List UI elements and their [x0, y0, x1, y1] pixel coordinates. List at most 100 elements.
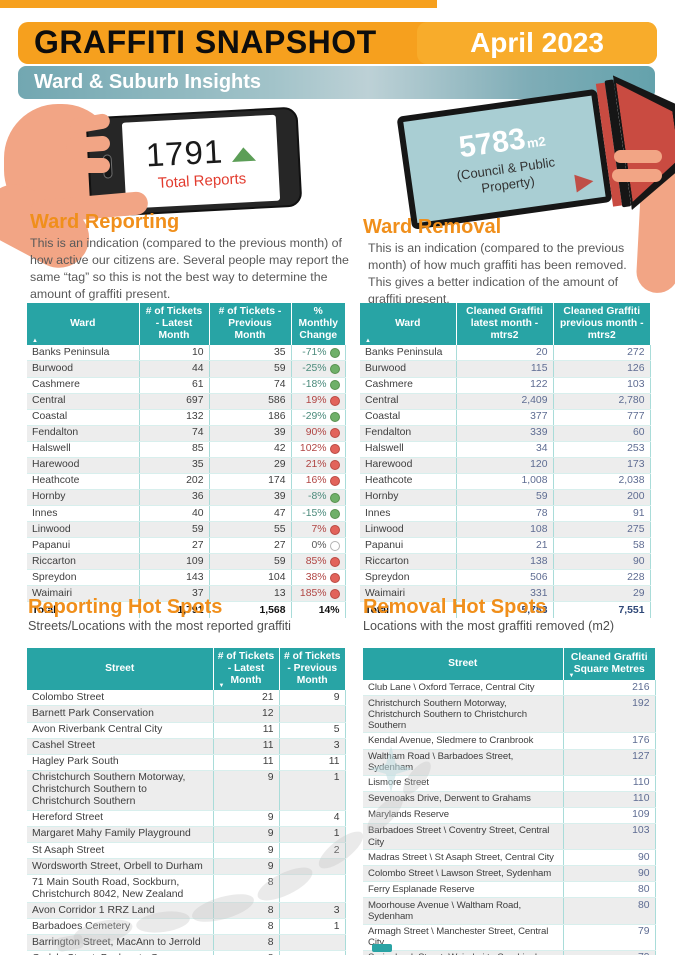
table-row[interactable]: Sevenoaks Drive, Derwent to Grahams 110	[363, 791, 656, 808]
table-row[interactable]: Papanui 21 58	[360, 537, 651, 555]
previous-cell: 74	[209, 377, 292, 394]
table-row[interactable]: Marylands Reserve 109	[363, 807, 656, 824]
table-row[interactable]: Cashel Street 11 3	[27, 738, 346, 755]
table-row[interactable]: Fendalton 339 60	[360, 425, 651, 442]
column-header-previous[interactable]: # of Tickets - Previous Month	[279, 648, 345, 691]
table-row[interactable]: Margaret Mahy Family Playground 9 1	[27, 826, 346, 844]
table-row[interactable]: Central 697 586 19%	[27, 393, 346, 410]
table-row[interactable]: Lismore Street 110	[363, 775, 656, 792]
table-row[interactable]: Burwood 115 126	[360, 360, 651, 378]
previous-cell: 777	[553, 409, 651, 426]
column-header-cleaned-m2[interactable]: Cleaned Graffiti Square Metres ▼	[563, 648, 655, 680]
table-row[interactable]: Heathcote 1,008 2,038	[360, 473, 651, 490]
table-row[interactable]: Linwood 59 55 7%	[27, 521, 346, 539]
table-row[interactable]: Halswell 34 253	[360, 441, 651, 458]
table-row[interactable]: St Asaph Street 9 2	[27, 842, 346, 860]
table-row[interactable]: Colombo Street \ Lawson Street, Sydenham…	[363, 865, 656, 883]
value-cell: 90	[563, 849, 656, 867]
table-row[interactable]: Kendal Avenue, Sledmere to Cranbrook 176	[363, 732, 656, 750]
table-row[interactable]: Coastal 132 186 -29%	[27, 409, 346, 426]
change-indicator: 38%	[297, 572, 340, 584]
table-row[interactable]: Christchurch Southern Motorway, Christch…	[363, 695, 656, 734]
table-row[interactable]: Hornby 59 200	[360, 489, 651, 507]
table-row[interactable]: Club Lane \ Oxford Terrace, Central City…	[363, 680, 656, 697]
table-row[interactable]: Ferry Esplanade Reserve 80	[363, 881, 656, 899]
table-row[interactable]: Waimairi 331 29	[360, 585, 651, 603]
column-header-ward[interactable]: Ward ▲	[27, 303, 140, 346]
change-dot-icon	[329, 476, 340, 487]
table-row[interactable]: Avon Riverbank Central City 11 5	[27, 722, 346, 739]
table-row[interactable]: Riccarton 109 59 85%	[27, 553, 346, 571]
table-row[interactable]: Christchurch Southern Motorway, Christch…	[27, 770, 346, 811]
latest-cell: 11	[213, 754, 280, 771]
table-row[interactable]: Wordsworth Street, Orbell to Durham 9	[27, 858, 346, 876]
sort-descending-icon: ▼	[218, 683, 225, 690]
street-cell: Christchurch Southern Motorway, Christch…	[27, 770, 214, 811]
ward-reporting-description: This is an indication (compared to the p…	[30, 236, 349, 301]
table-row[interactable]: Innes 40 47 -15%	[27, 505, 346, 523]
finger-illustration	[614, 150, 662, 163]
previous-cell: 27	[209, 537, 292, 555]
street-cell: Cashel Street	[27, 738, 214, 755]
table-row[interactable]: Fendalton 74 39 90%	[27, 425, 346, 442]
column-header-street[interactable]: Street	[363, 648, 564, 680]
column-header-ward[interactable]: Ward ▲	[360, 303, 457, 346]
table-row[interactable]: Halswell 85 42 102%	[27, 441, 346, 458]
table-row[interactable]: Heathcote 202 174 16%	[27, 473, 346, 490]
street-cell: Club Lane \ Oxford Terrace, Central City	[363, 680, 564, 697]
table-row[interactable]: Linwood 108 275	[360, 521, 651, 539]
column-header-latest[interactable]: # of Tickets - Latest Month	[139, 303, 210, 346]
table-row[interactable]: Springbank Street, Wairakei to Sandringh…	[363, 950, 656, 955]
table-row[interactable]: Harewood 120 173	[360, 457, 651, 474]
ward-cell: Harewood	[360, 457, 457, 474]
table-row[interactable]: Hereford Street 9 4	[27, 810, 346, 827]
table-row[interactable]: Banks Peninsula 20 272	[360, 345, 651, 362]
table-row[interactable]: Innes 78 91	[360, 505, 651, 523]
table-row[interactable]: Barbadoes Street \ Coventry Street, Cent…	[363, 823, 656, 851]
table-row[interactable]: Banks Peninsula 10 35 -71%	[27, 345, 346, 362]
previous-cell	[279, 934, 346, 952]
table-row[interactable]: Riccarton 138 90	[360, 553, 651, 571]
table-row[interactable]: Waimairi 37 13 185%	[27, 585, 346, 603]
change-value: 90%	[305, 427, 327, 439]
column-header-latest[interactable]: # of Tickets - Latest Month ▼	[213, 648, 280, 691]
latest-cell: 8	[213, 902, 280, 920]
ward-cell: Burwood	[360, 360, 457, 378]
column-header-cleaned-latest[interactable]: Cleaned Graffiti latest month - mtrs2	[456, 303, 554, 346]
table-row[interactable]: 71 Main South Road, Sockburn, Christchur…	[27, 874, 346, 904]
table-row[interactable]: Barbadoes Cemetery 8 1	[27, 918, 346, 936]
change-indicator: 16%	[297, 475, 340, 487]
column-header-cleaned-previous[interactable]: Cleaned Graffiti previous month - mtrs2	[553, 303, 650, 346]
table-row[interactable]: Waltham Road \ Barbadoes Street, Sydenha…	[363, 749, 656, 776]
table-row[interactable]: Harewood 35 29 21%	[27, 457, 346, 474]
ward-cell: Papanui	[27, 537, 140, 555]
table-row[interactable]: Avon Corridor 1 RRZ Land 8 3	[27, 902, 346, 920]
table-row[interactable]: Barrington Street, MacAnn to Jerrold 8	[27, 934, 346, 952]
latest-cell: 78	[456, 505, 554, 523]
ward-cell: Harewood	[27, 457, 140, 474]
table-row[interactable]: Madras Street \ St Asaph Street, Central…	[363, 849, 656, 867]
ward-reporting-table: Ward ▲ # of Tickets - Latest Month # of T…	[27, 303, 346, 619]
column-header-change[interactable]: % Monthly Change	[291, 303, 345, 346]
column-header-street[interactable]: Street	[27, 648, 214, 691]
ward-cell: Heathcote	[27, 473, 140, 490]
table-row[interactable]: Cashmere 122 103	[360, 377, 651, 394]
table-row[interactable]: Spreydon 506 228	[360, 569, 651, 587]
table-row[interactable]: Papanui 27 27 0%	[27, 537, 346, 555]
table-row[interactable]: Armagh Street \ Manchester Street, Centr…	[363, 924, 656, 951]
table-row[interactable]: Moorhouse Avenue \ Waltham Road, Sydenha…	[363, 897, 656, 925]
change-cell: 38%	[291, 569, 346, 587]
table-row[interactable]: Hagley Park South 11 11	[27, 754, 346, 771]
table-row[interactable]: Colombo Street 21 9	[27, 690, 346, 707]
table-row[interactable]: Carlyle Street, Buchan to Gasson8	[27, 950, 346, 955]
table-row[interactable]: Hornby 36 39 -8%	[27, 489, 346, 507]
table-row[interactable]: Spreydon 143 104 38%	[27, 569, 346, 587]
table-row[interactable]: Central 2,409 2,780	[360, 393, 651, 410]
column-header-previous[interactable]: # of Tickets - Previous Month	[209, 303, 292, 346]
table-row[interactable]: Barnett Park Conservation 12	[27, 705, 346, 723]
table-row[interactable]: Burwood 44 59 -25%	[27, 360, 346, 378]
table-row[interactable]: Coastal 377 777	[360, 409, 651, 426]
table-row[interactable]: Cashmere 61 74 -18%	[27, 377, 346, 394]
ward-cell: Coastal	[360, 409, 457, 426]
